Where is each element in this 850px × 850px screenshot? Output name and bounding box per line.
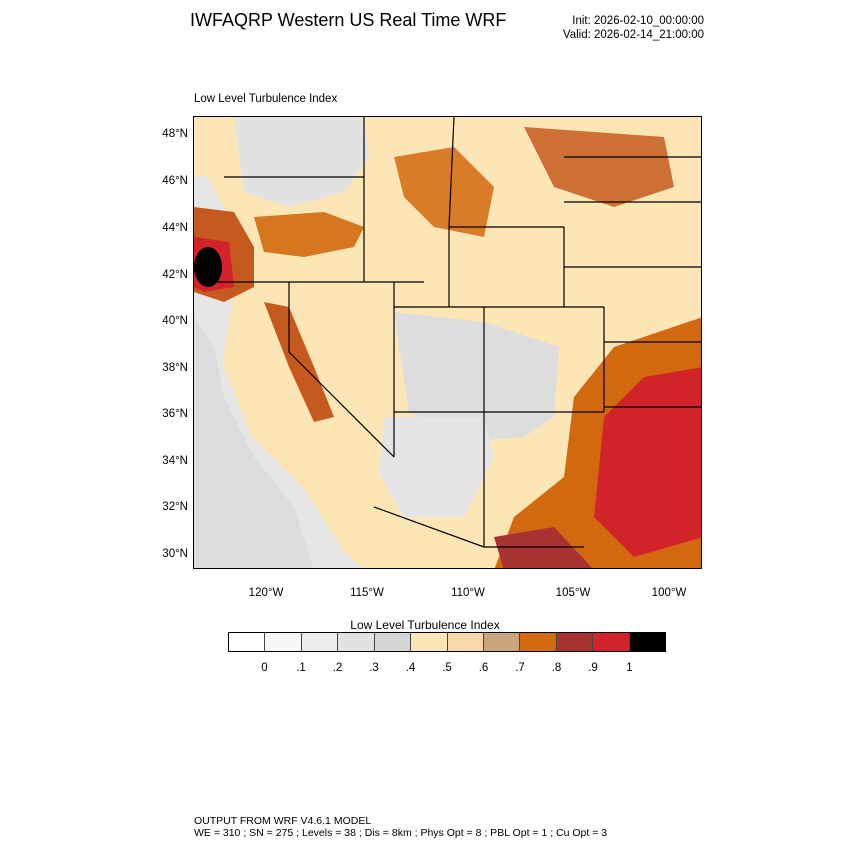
valid-time: Valid: 2026-02-14_21:00:00	[562, 29, 704, 41]
lat-label-46: 46°N	[162, 175, 188, 187]
model-info: OUTPUT FROM WRF V4.6.1 MODEL WE = 310 ; …	[194, 815, 607, 839]
lon-label-115: 115°W	[350, 587, 384, 599]
lat-label-30: 30°N	[162, 548, 188, 560]
state-boundaries	[214, 117, 701, 548]
colorbar-swatch	[447, 633, 484, 651]
colorbar-swatch	[520, 633, 557, 651]
colorbar-swatch	[411, 633, 448, 651]
map-field-label: Low Level Turbulence Index	[194, 93, 338, 105]
colorbar-title: Low Level Turbulence Index	[350, 618, 500, 632]
oregon-ridge-band	[254, 212, 364, 257]
colorbar-swatch	[374, 633, 412, 651]
colorbar-swatch	[301, 633, 339, 651]
colorbar-tick-label: .4	[405, 662, 416, 674]
lon-label-100: 100°W	[651, 587, 687, 599]
time-info: Init: 2026-02-10_00:00:00 Valid: 2026-02…	[563, 14, 704, 42]
lon-label-120: 120°W	[248, 587, 284, 599]
colorbar-swatch	[229, 633, 266, 651]
colorbar-swatch	[629, 633, 666, 651]
colorbar-tick-label: .8	[551, 662, 562, 674]
colorbar-swatch	[265, 633, 302, 651]
model-version: OUTPUT FROM WRF V4.6.1 MODEL	[194, 815, 372, 827]
four-corners-gray-region	[394, 312, 559, 442]
arizona-gray-region	[379, 417, 494, 517]
texas-red-core	[594, 367, 701, 557]
lon-label-110: 110°W	[451, 587, 485, 599]
colorbar-swatch	[338, 633, 375, 651]
rockies-band	[394, 147, 494, 237]
lat-label-32: 32°N	[162, 501, 188, 513]
colorbar-tick-label: .9	[588, 662, 598, 674]
colorbar-swatch	[556, 633, 594, 651]
lat-label-36: 36°N	[162, 408, 188, 420]
colorbar	[228, 632, 666, 652]
colorbar-tick-label: .6	[478, 662, 489, 674]
colorbar-tick-label: .7	[515, 662, 525, 674]
lat-label-42: 42°N	[162, 269, 188, 281]
northwest-gray-region	[234, 117, 369, 207]
colorbar-swatch	[483, 633, 521, 651]
lat-label-34: 34°N	[162, 455, 188, 467]
turbulence-map	[193, 116, 702, 569]
lat-label-48: 48°N	[162, 128, 188, 140]
peak-index-zone	[194, 247, 222, 287]
plains-north-band	[524, 127, 674, 207]
colorbar-tick-label: .1	[296, 662, 306, 674]
colorbar-tick-label: .3	[369, 662, 379, 674]
colorbar-swatch	[593, 633, 630, 651]
colorbar-tick-label: .2	[332, 662, 343, 674]
lon-label-105: 105°W	[555, 587, 591, 599]
colorbar-tick-label: 0	[261, 662, 268, 674]
ocean-gray-area	[194, 317, 314, 568]
init-time: Init: 2026-02-10_00:00:00	[572, 15, 704, 27]
figure-title: IWFAQRP Western US Real Time WRF	[190, 10, 507, 30]
colorbar-tick-label: .5	[442, 662, 452, 674]
model-config: WE = 310 ; SN = 275 ; Levels = 38 ; Dis …	[194, 827, 608, 839]
lat-label-44: 44°N	[162, 222, 188, 234]
colorbar-tick-label: 1	[626, 662, 633, 674]
lat-label-38: 38°N	[162, 362, 188, 374]
lat-label-40: 40°N	[162, 315, 188, 327]
